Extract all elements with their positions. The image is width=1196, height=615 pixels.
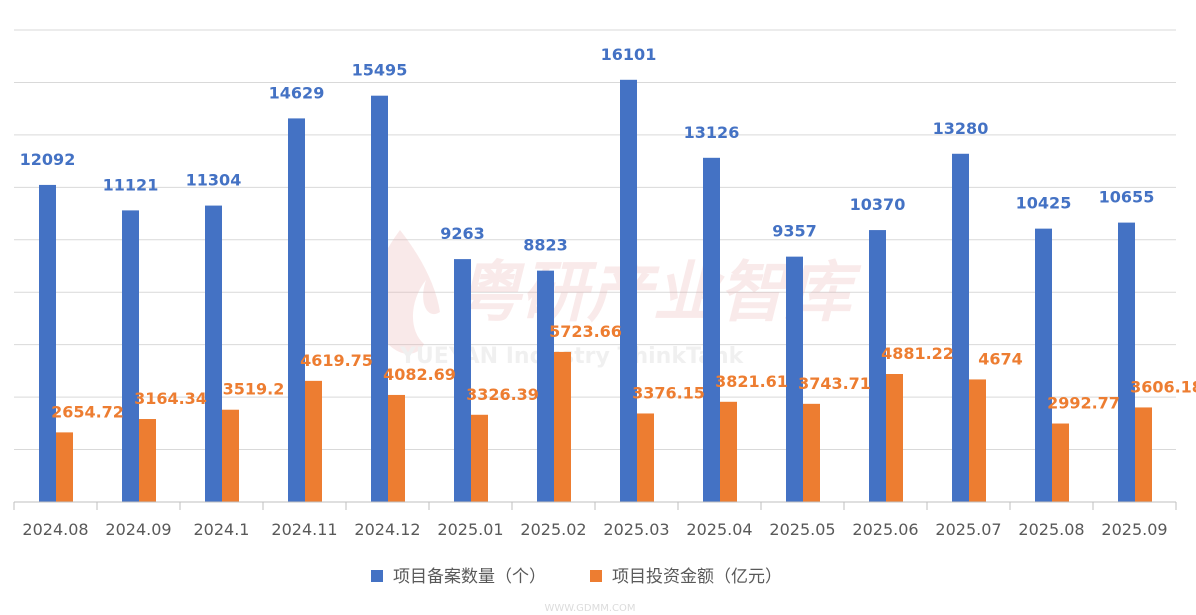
- label-count-2025.01: 9263: [440, 224, 485, 243]
- bar-investment-2025.01: [471, 414, 488, 502]
- x-tick-label-2024.1: 2024.1: [194, 520, 250, 539]
- legend-swatch-count: [371, 570, 383, 582]
- bar-investment-2025.06: [886, 374, 903, 502]
- bar-investment-2025.08: [1052, 423, 1069, 502]
- legend-swatch-investment: [590, 570, 602, 582]
- flame-logo: [371, 230, 440, 354]
- label-count-2024.1: 11304: [186, 171, 242, 190]
- bar-investment-2025.09: [1135, 407, 1152, 502]
- x-tick-label-2025.09: 2025.09: [1101, 520, 1167, 539]
- x-tick-label-2024.12: 2024.12: [354, 520, 420, 539]
- bar-count-2024.11: [288, 118, 305, 502]
- bar-investment-2024.09: [139, 419, 156, 502]
- series-investment-labels: 2654.72 3164.34 3519.2 4619.75 4082.69 3326.3…: [51, 322, 1196, 421]
- bar-investment-2025.04: [720, 401, 737, 502]
- series-count-bars: [39, 79, 1135, 503]
- bar-count-2025.02: [537, 270, 554, 502]
- label-investment-2024.09: 3164.34: [134, 389, 207, 408]
- label-investment-2025.03: 3376.15: [632, 383, 705, 402]
- label-investment-2024.1: 3519.2: [223, 380, 285, 399]
- bar-count-2024.08: [39, 184, 56, 502]
- legend-label-count: 项目备案数量（个）: [393, 567, 546, 587]
- bar-count-2025.01: [454, 259, 471, 502]
- bar-investment-2025.02: [554, 351, 571, 502]
- bar-investment-2024.1: [222, 409, 239, 502]
- series-count-labels: 12092 11121 11304 14629 15495 9263 8823 16101 13…: [20, 45, 1155, 255]
- label-count-2024.12: 15495: [352, 61, 408, 80]
- x-tick-label-2025.01: 2025.01: [437, 520, 503, 539]
- label-investment-2025.06: 4881.22: [881, 344, 954, 363]
- label-investment-2025.02: 5723.66: [549, 322, 622, 341]
- x-tick-label-2025.08: 2025.08: [1018, 520, 1084, 539]
- bar-count-2025.03: [620, 79, 637, 503]
- x-tick-label-2024.09: 2024.09: [105, 520, 171, 539]
- label-count-2025.05: 9357: [772, 222, 817, 241]
- label-count-2025.06: 10370: [850, 195, 906, 214]
- label-count-2025.03: 16101: [601, 45, 657, 64]
- series-investment-bars: [56, 351, 1152, 502]
- label-investment-2025.09: 3606.18: [1130, 377, 1196, 396]
- x-tick-label-2025.07: 2025.07: [935, 520, 1001, 539]
- legend-label-investment: 项目投资金额（亿元）: [612, 567, 782, 587]
- label-investment-2025.07: 4674: [978, 349, 1023, 368]
- label-count-2025.02: 8823: [523, 236, 568, 255]
- label-count-2025.04: 13126: [684, 123, 740, 142]
- bar-count-2024.1: [205, 205, 222, 503]
- bar-count-2025.05: [786, 256, 803, 502]
- x-tick-label-2024.08: 2024.08: [22, 520, 88, 539]
- label-investment-2025.01: 3326.39: [466, 385, 539, 404]
- x-tick-label-2025.04: 2025.04: [686, 520, 752, 539]
- x-tick-label-2025.06: 2025.06: [852, 520, 918, 539]
- bar-count-2024.09: [122, 210, 139, 502]
- label-investment-2025.05: 3743.71: [798, 374, 871, 393]
- bar-investment-2024.08: [56, 432, 73, 502]
- label-investment-2024.11: 4619.75: [300, 351, 373, 370]
- bar-investment-2025.05: [803, 403, 820, 502]
- site-watermark-text: WWW.GDMM.COM: [544, 603, 635, 614]
- x-axis: 2024.08 2024.09 2024.1 2024.11 2024.12 2025.0…: [13, 501, 1177, 539]
- legend: 项目备案数量（个） 项目投资金额（亿元）: [371, 567, 782, 587]
- bar-count-2025.06: [869, 230, 886, 502]
- x-tick-label-2025.02: 2025.02: [520, 520, 586, 539]
- label-count-2025.08: 10425: [1016, 194, 1072, 213]
- gridlines: [14, 29, 1176, 451]
- bar-count-2025.07: [952, 153, 969, 502]
- bar-count-2024.12: [371, 95, 388, 502]
- bar-investment-2025.03: [637, 413, 654, 502]
- label-investment-2025.04: 3821.61: [715, 372, 788, 391]
- label-count-2024.09: 11121: [103, 175, 159, 194]
- bar-investment-2025.07: [969, 379, 986, 502]
- bar-investment-2024.11: [305, 380, 322, 502]
- site-watermark: WWW.GDMM.COM: [544, 603, 635, 614]
- label-count-2025.07: 13280: [933, 119, 989, 138]
- bar-count-2025.08: [1035, 228, 1052, 502]
- x-tick-label-2025.03: 2025.03: [603, 520, 669, 539]
- label-investment-2024.08: 2654.72: [51, 402, 124, 421]
- label-count-2025.09: 10655: [1099, 188, 1155, 207]
- bar-investment-2024.12: [388, 394, 405, 502]
- x-tick-label-2025.05: 2025.05: [769, 520, 835, 539]
- x-tick-label-2024.11: 2024.11: [271, 520, 337, 539]
- bar-count-2025.09: [1118, 222, 1135, 502]
- label-investment-2024.12: 4082.69: [383, 365, 456, 384]
- label-investment-2025.08: 2992.77: [1047, 394, 1120, 413]
- label-count-2024.11: 14629: [269, 83, 325, 102]
- bar-count-2025.04: [703, 157, 720, 502]
- label-count-2024.08: 12092: [20, 150, 76, 169]
